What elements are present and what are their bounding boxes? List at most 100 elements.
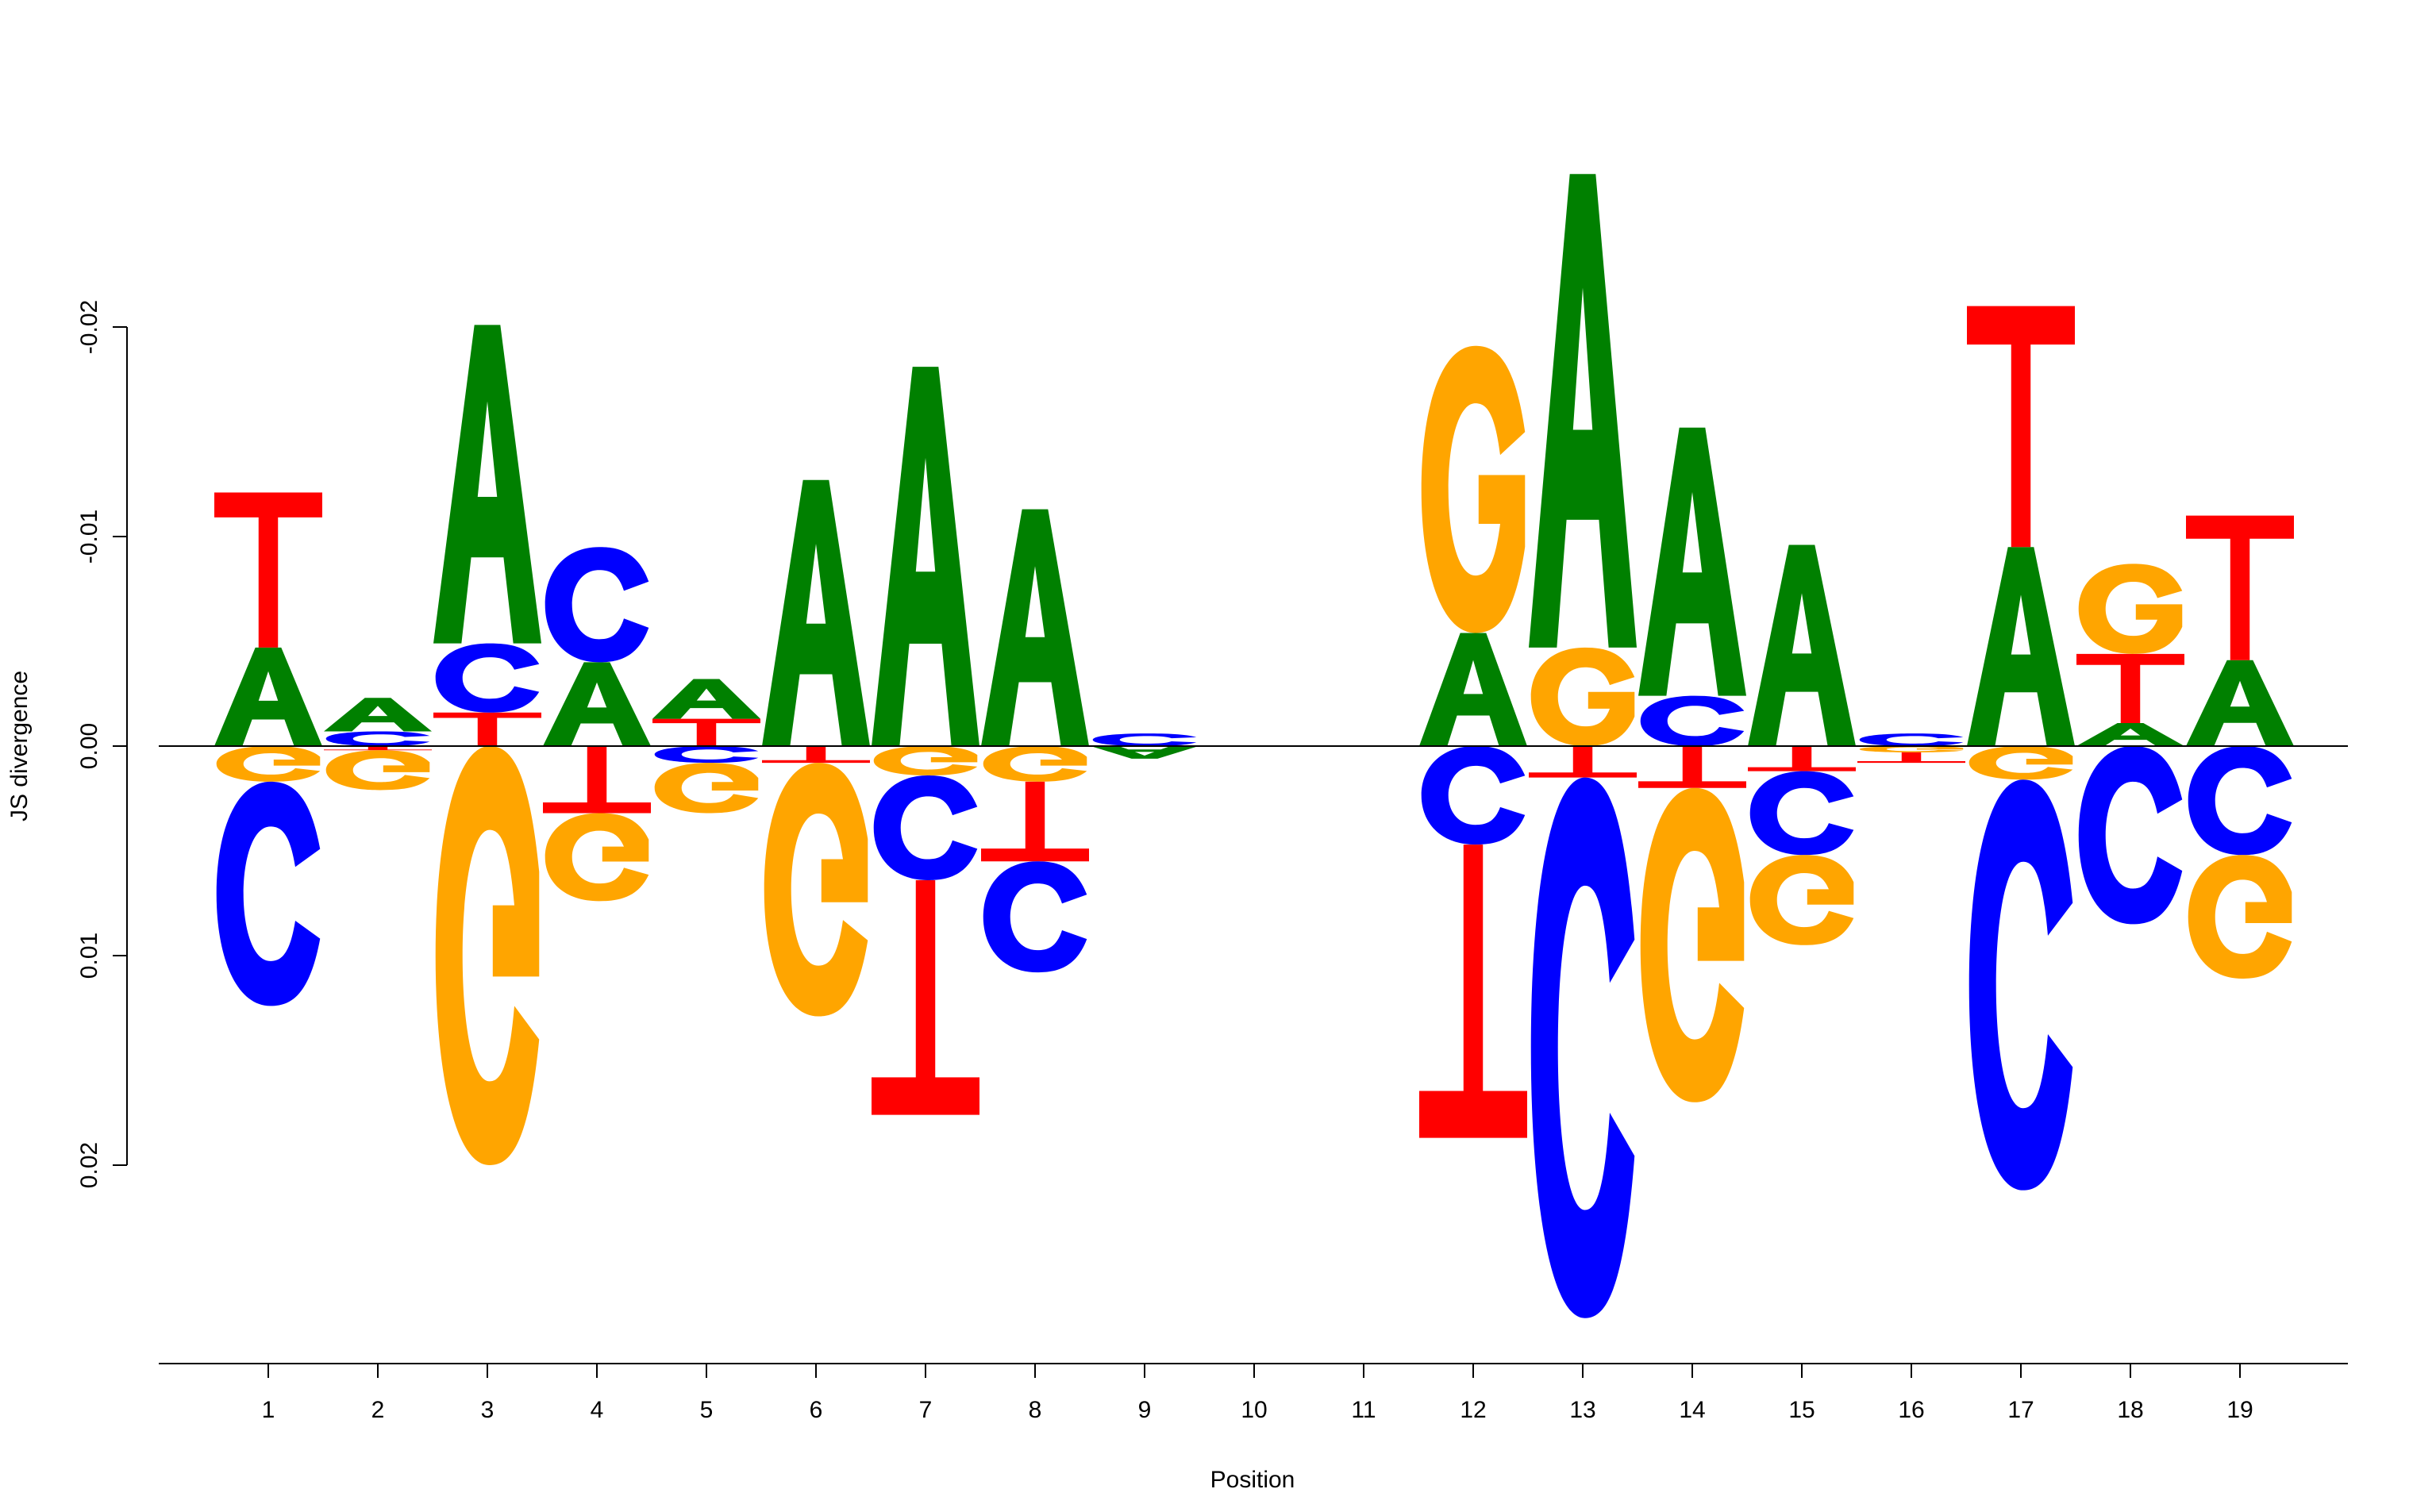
letter-T-pos7-below — [872, 879, 979, 1115]
letter-G-pos5-below — [654, 763, 759, 814]
x-tick-label: 19 — [2226, 1397, 2253, 1423]
y-tick-label: 0.02 — [76, 1142, 102, 1188]
letter-A-pos13-above — [1529, 174, 1637, 648]
letter-C-pos7-below — [873, 775, 978, 880]
y-tick-label: 0.01 — [76, 933, 102, 979]
letter-G-pos16-below — [1859, 746, 1964, 752]
letter-A-pos8-above — [981, 509, 1089, 746]
x-tick-label: 1 — [262, 1397, 275, 1423]
column-12 — [1419, 345, 1527, 1138]
x-tick-label: 8 — [1029, 1397, 1042, 1423]
column-14 — [1638, 427, 1746, 1102]
x-tick-label: 6 — [810, 1397, 823, 1423]
letter-T-pos14-below — [1638, 746, 1746, 788]
letter-T-pos16-below — [1857, 752, 1965, 764]
letter-G-pos19-below — [2188, 855, 2292, 979]
letter-C-pos4-above — [545, 547, 649, 663]
column-15 — [1748, 544, 1856, 945]
letter-G-pos4-below — [545, 813, 649, 902]
letter-A-pos14-above — [1638, 427, 1746, 696]
letter-G-pos3-below — [435, 746, 540, 1165]
letter-G-pos12-above — [1421, 345, 1526, 633]
x-tick-label: 15 — [1788, 1397, 1815, 1423]
column-6 — [762, 479, 870, 1017]
x-tick-label: 16 — [1898, 1397, 1924, 1423]
letter-G-pos15-below — [1749, 855, 1854, 945]
letter-T-pos1-above — [214, 492, 322, 648]
x-tick-label: 9 — [1138, 1397, 1152, 1423]
column-5 — [652, 679, 760, 814]
letter-G-pos6-below — [764, 763, 868, 1017]
x-tick-label: 11 — [1351, 1397, 1376, 1423]
letter-T-pos6-below — [762, 746, 870, 764]
letter-C-pos2-above — [325, 731, 430, 746]
letter-T-pos12-below — [1419, 844, 1527, 1138]
letter-G-pos1-below — [216, 746, 321, 782]
letter-T-pos18-above — [2076, 653, 2184, 723]
y-ticks: -0.02 -0.01 0.00 0.01 0.02 — [76, 300, 127, 1188]
column-18 — [2076, 564, 2184, 925]
x-tick-label: 14 — [1679, 1397, 1705, 1423]
column-16 — [1857, 733, 1965, 764]
letter-C-pos13-below — [1530, 777, 1635, 1318]
x-tick-label: 12 — [1460, 1397, 1486, 1423]
column-17 — [1967, 306, 2075, 1191]
x-axis-title: Position — [1210, 1467, 1295, 1493]
column-2 — [324, 698, 432, 791]
letter-A-pos5-above — [652, 679, 760, 719]
y-tick-label: -0.01 — [76, 510, 102, 564]
column-9 — [1091, 733, 1199, 759]
y-axis: -0.02 -0.01 0.00 0.01 0.02 — [76, 300, 128, 1188]
letter-T-pos13-below — [1529, 746, 1637, 778]
letter-T-pos2-below — [324, 746, 432, 751]
column-1 — [214, 492, 322, 1006]
x-tick-label: 17 — [2007, 1397, 2034, 1423]
letter-C-pos9-above — [1092, 733, 1197, 746]
letter-G-pos8-below — [983, 746, 1087, 782]
letter-C-pos18-below — [2078, 746, 2183, 925]
letter-G-pos17-below — [1968, 746, 2073, 780]
x-ticks: 1 2 3 4 5 6 7 8 9 10 11 12 13 14 15 16 17 18 19 — [262, 1364, 2253, 1423]
letter-C-pos12-below — [1421, 745, 1526, 845]
letter-G-pos7-below — [873, 746, 978, 775]
column-19 — [2186, 515, 2294, 979]
letter-A-pos1-above — [214, 647, 322, 746]
letter-A-pos6-above — [762, 479, 870, 746]
letter-G-pos18-above — [2078, 564, 2183, 654]
column-13 — [1529, 174, 1637, 1318]
letter-G-pos13-above — [1530, 647, 1635, 746]
letter-A-pos2-above — [324, 698, 432, 732]
x-tick-label: 7 — [919, 1397, 933, 1423]
letter-A-pos18-above — [2076, 722, 2184, 746]
letter-C-pos17-below — [1968, 779, 2073, 1191]
letter-C-pos19-below — [2188, 746, 2292, 856]
letter-A-pos4-above — [543, 662, 651, 746]
letter-C-pos8-below — [983, 861, 1087, 973]
letter-A-pos12-above — [1419, 633, 1527, 746]
letter-C-pos1-below — [216, 781, 321, 1006]
y-tick-label: 0.00 — [76, 723, 102, 769]
y-axis-title: JS divergence — [6, 671, 33, 821]
x-tick-label: 10 — [1241, 1397, 1267, 1423]
x-tick-label: 5 — [700, 1397, 714, 1423]
letter-A-pos17-above — [1967, 547, 2075, 746]
x-axis: 1 2 3 4 5 6 7 8 9 10 11 12 13 14 15 16 17 18 19 — [159, 1363, 2348, 1423]
letter-T-pos4-below — [543, 746, 651, 814]
letter-C-pos16-above — [1859, 733, 1964, 746]
y-tick-label: -0.02 — [76, 300, 102, 354]
letter-T-pos17-above — [1967, 306, 2075, 548]
column-3 — [433, 325, 541, 1165]
letter-G-pos2-below — [325, 750, 430, 791]
letter-A-pos19-above — [2186, 660, 2294, 746]
x-tick-label: 13 — [1569, 1397, 1595, 1423]
letter-C-pos3-above — [435, 643, 540, 713]
column-8 — [981, 509, 1089, 973]
x-tick-label: 18 — [2117, 1397, 2143, 1423]
letters-layer — [214, 174, 2294, 1318]
letter-C-pos15-below — [1749, 771, 1854, 856]
column-4 — [543, 547, 651, 902]
letter-A-pos3-above — [433, 325, 541, 644]
letter-A-pos7-above — [872, 367, 979, 746]
